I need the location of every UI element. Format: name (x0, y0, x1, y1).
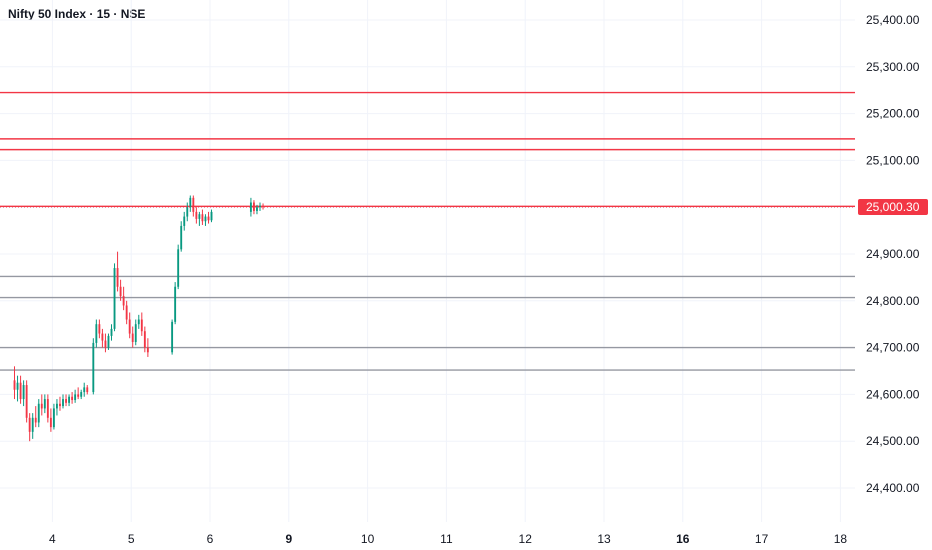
candle-body (183, 216, 186, 226)
candle-body (34, 417, 37, 423)
x-tick-label: 5 (128, 532, 135, 546)
candle-body (28, 417, 31, 432)
candle-body (259, 205, 261, 208)
y-tick-label: 24,900.00 (866, 247, 920, 261)
candle-body (146, 347, 149, 353)
time-axis[interactable]: 4 5 6 9 10 11 12 13 16 17 18 (49, 532, 847, 546)
candle-body (253, 202, 255, 211)
x-tick-label: 6 (207, 532, 214, 546)
candle-body (107, 335, 110, 348)
candle-body (19, 382, 22, 400)
candle-body (113, 268, 116, 329)
candle-body (62, 399, 64, 407)
y-tick-label: 24,600.00 (866, 387, 920, 401)
candle-body (77, 394, 80, 397)
candle-body (104, 340, 107, 348)
candle-body (13, 380, 16, 390)
candle-body (74, 394, 77, 401)
candle-body (131, 333, 134, 342)
chart-title: Nifty 50 Index · 15 · NSE (8, 7, 146, 21)
candle-body (143, 331, 146, 348)
candle-body (125, 305, 128, 320)
y-tick-label: 24,700.00 (866, 341, 920, 355)
candle-body (207, 216, 210, 221)
candle-body (92, 342, 95, 393)
x-tick-label: 13 (597, 532, 611, 546)
candle-body (189, 197, 192, 208)
candle-body (25, 385, 28, 418)
candle-body (22, 385, 25, 400)
last-price-label: 25,000.30 (866, 200, 920, 214)
candle-body (204, 216, 207, 222)
candle-body (140, 319, 143, 332)
candle-body (256, 207, 258, 211)
x-tick-label: 16 (676, 532, 690, 546)
candle-body (95, 324, 98, 343)
y-tick-label: 24,400.00 (866, 481, 920, 495)
candle-body (43, 399, 46, 409)
candle-body (40, 403, 43, 409)
candle-body (134, 324, 137, 342)
candle-body (98, 324, 101, 334)
x-tick-label: 10 (361, 532, 375, 546)
x-tick-label: 4 (49, 532, 56, 546)
candle-body (49, 417, 52, 428)
candle-body (116, 268, 119, 287)
candle-body (192, 197, 195, 212)
y-tick-label: 25,200.00 (866, 107, 920, 121)
x-tick-label: 17 (755, 532, 769, 546)
x-tick-label: 9 (285, 532, 292, 546)
candle-body (59, 403, 61, 407)
y-tick-label: 24,500.00 (866, 434, 920, 448)
candle-body (16, 382, 19, 390)
candle-body (137, 319, 140, 325)
candle-body (122, 296, 125, 306)
candle-body (186, 207, 189, 217)
x-tick-label: 18 (834, 532, 848, 546)
candle-body (86, 387, 89, 393)
candle-body (201, 214, 204, 222)
candle-body (68, 396, 71, 403)
candle-body (56, 403, 58, 409)
candle-body (37, 403, 40, 423)
candle-body (83, 387, 86, 393)
price-axis[interactable]: 25,400.00 25,300.00 25,200.00 25,100.00 25,0… (858, 13, 928, 495)
candle-body (46, 399, 49, 418)
candle-body (80, 392, 83, 397)
candle-body (198, 214, 201, 219)
y-tick-label: 25,100.00 (866, 153, 920, 167)
candle-body (262, 205, 264, 208)
candle-body (31, 417, 34, 432)
candle-body (210, 211, 213, 221)
candle-body (177, 249, 180, 287)
candle-body (128, 319, 131, 334)
x-tick-label: 12 (519, 532, 533, 546)
candle-body (171, 321, 174, 353)
horizontal-levels (0, 91, 855, 371)
candle-body (71, 396, 74, 401)
candle-body (52, 408, 55, 428)
last-price-tag (858, 199, 928, 216)
y-tick-label: 25,400.00 (866, 13, 920, 27)
candle-body (65, 399, 67, 403)
grid (0, 0, 855, 522)
candles (13, 195, 264, 442)
candle-body (195, 211, 198, 219)
candle-body (110, 328, 113, 336)
candle-body (249, 202, 252, 212)
candle-body (119, 286, 122, 297)
candle-body (101, 333, 104, 341)
candle-body (180, 225, 183, 250)
x-tick-label: 11 (440, 532, 453, 546)
y-tick-label: 25,300.00 (866, 60, 920, 74)
candle-body (174, 286, 177, 322)
y-tick-label: 24,800.00 (866, 294, 920, 308)
